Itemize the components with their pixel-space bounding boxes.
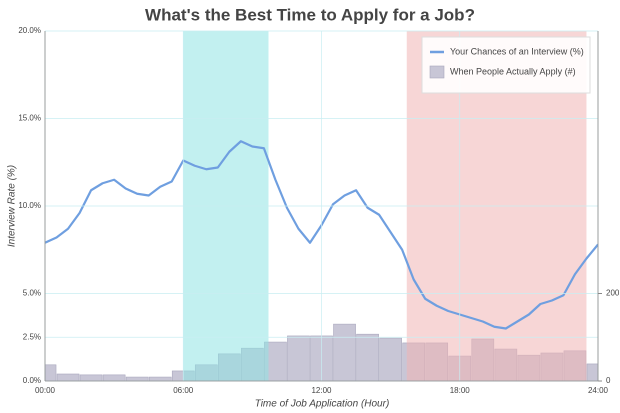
bar: [56, 373, 80, 381]
x-tick-label: 18:00: [450, 386, 471, 395]
bar: [125, 376, 149, 381]
x-tick-label: 24:00: [588, 386, 609, 395]
bar: [287, 335, 310, 381]
legend-swatch: [429, 65, 445, 79]
bar: [148, 376, 172, 381]
bar: [102, 374, 126, 381]
y-axis-label: Interview Rate (%): [7, 165, 18, 247]
y-tick-label: 15.0%: [18, 114, 41, 123]
y-tick-label: 20.0%: [18, 26, 41, 35]
bar: [333, 323, 356, 381]
legend-label: When People Actually Apply (#): [450, 66, 576, 76]
bar: [79, 374, 103, 381]
legend-label: Your Chances of an Interview (%): [450, 46, 584, 56]
y2-tick-label: 200: [606, 289, 620, 298]
bar: [356, 333, 379, 381]
y-tick-label: 10.0%: [18, 201, 41, 210]
x-tick-label: 06:00: [173, 386, 194, 395]
y-tick-label: 5.0%: [23, 289, 41, 298]
x-tick-label: 00:00: [35, 386, 56, 395]
legend-box: [421, 36, 591, 94]
bar: [586, 363, 598, 381]
y-tick-label: 0.0%: [23, 376, 41, 385]
x-tick-label: 12:00: [311, 386, 332, 395]
y-tick-label: 2.5%: [23, 332, 41, 341]
x-axis-label: Time of Job Application (Hour): [255, 399, 390, 410]
y2-tick-label: 0: [606, 376, 611, 385]
chart-title: What's the Best Time to Apply for a Job?: [145, 5, 475, 24]
bar: [379, 337, 402, 381]
